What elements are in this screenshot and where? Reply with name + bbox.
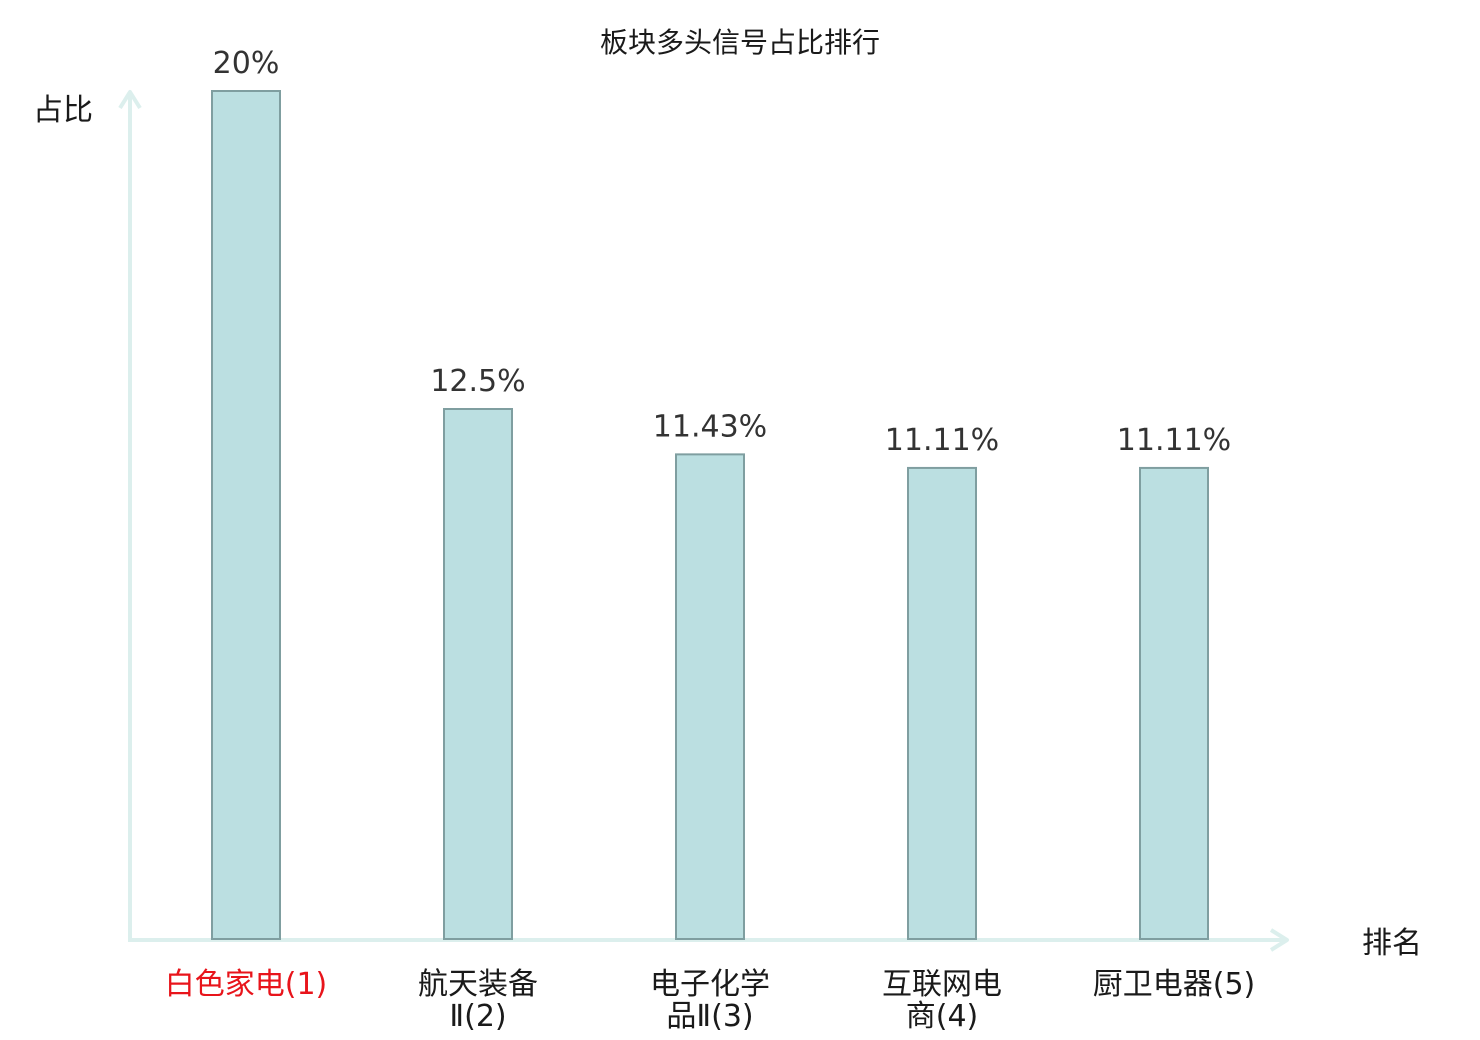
category-label: 商(4) bbox=[906, 999, 979, 1034]
y-axis-arrow bbox=[118, 90, 142, 110]
category-label: 厨卫电器(5) bbox=[1093, 967, 1256, 1002]
y-axis-label: 占比 bbox=[33, 93, 93, 128]
bar bbox=[1139, 466, 1209, 940]
bar-value-label: 20% bbox=[213, 46, 280, 81]
category-label: 航天装备 bbox=[418, 967, 538, 1002]
category-label: 电子化学 bbox=[650, 967, 770, 1002]
bar bbox=[907, 466, 977, 940]
x-axis-label: 排名 bbox=[1362, 926, 1422, 961]
x-axis-arrow bbox=[1269, 928, 1289, 952]
bars-group bbox=[211, 90, 1209, 940]
bar-value-label: 11.11% bbox=[885, 423, 999, 458]
category-label: Ⅱ(2) bbox=[449, 999, 506, 1034]
bar-value-label: 11.11% bbox=[1117, 423, 1231, 458]
bar-value-label: 12.5% bbox=[430, 364, 525, 399]
category-label: 互联网电 bbox=[882, 967, 1002, 1002]
bar bbox=[211, 90, 281, 940]
value-labels-group: 20% 12.5% 11.43% 11.11% 11.11% bbox=[213, 46, 1232, 458]
chart-title: 板块多头信号占比排行 bbox=[600, 26, 880, 59]
category-label: 白色家电(1) bbox=[165, 967, 328, 1002]
bar-value-label: 11.43% bbox=[653, 409, 767, 444]
bar bbox=[443, 408, 513, 940]
bar bbox=[675, 453, 745, 940]
category-label: 品Ⅱ(3) bbox=[666, 999, 753, 1034]
